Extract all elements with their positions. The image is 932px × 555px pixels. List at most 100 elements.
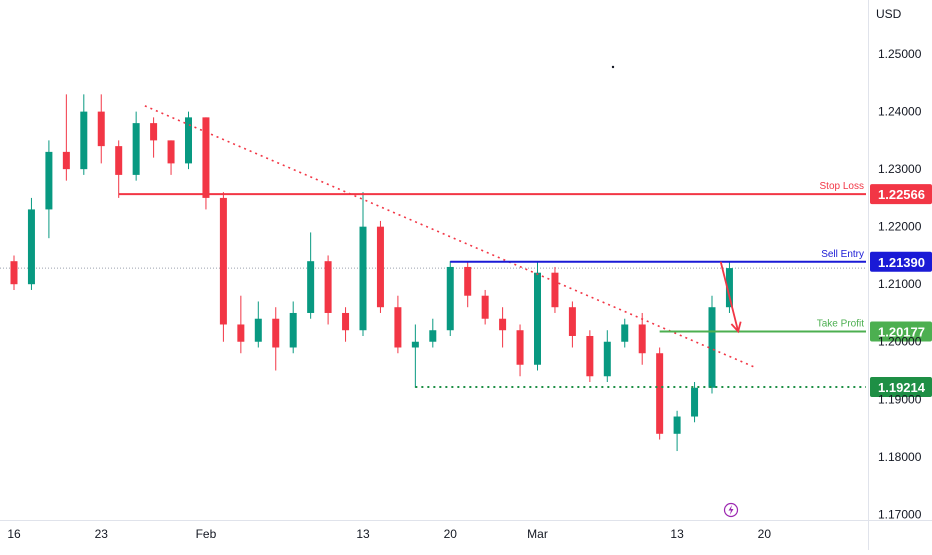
support-price-tag[interactable]: 1.19214 <box>870 376 932 397</box>
time-tick-label: 13 <box>670 527 684 541</box>
candle[interactable] <box>342 307 350 342</box>
candle-body <box>132 123 140 175</box>
candle-body <box>499 318 507 331</box>
candle[interactable] <box>446 261 454 336</box>
candle-body <box>272 318 280 348</box>
candle-body <box>45 151 53 210</box>
price-axis[interactable]: USD 1.25000 1.24000 1.23000 1.22000 1.21000 1… <box>876 7 922 521</box>
candle-body <box>638 324 646 354</box>
annotations-layer[interactable]: Stop Loss 1.22566 Sell Entry 1.21390 Take Pr… <box>118 105 932 397</box>
target-arrow-shaft <box>719 261 740 332</box>
price-tick-label: 1.19000 <box>878 392 922 406</box>
candle[interactable] <box>185 111 192 170</box>
lightning-bolt-glyph <box>728 505 734 515</box>
candle[interactable] <box>621 318 629 348</box>
price-tag-value: 1.21390 <box>878 255 925 270</box>
candle[interactable] <box>656 347 664 440</box>
candle-body <box>464 266 472 296</box>
time-tick-label: 20 <box>444 527 458 541</box>
candle[interactable] <box>429 318 437 348</box>
candle[interactable] <box>725 261 733 313</box>
candle[interactable] <box>464 261 472 308</box>
candle[interactable] <box>97 94 105 164</box>
candle[interactable] <box>603 330 611 383</box>
candle-body <box>97 111 105 147</box>
candle[interactable] <box>80 94 88 175</box>
take-profit-price-tag[interactable]: 1.20177 <box>870 321 932 342</box>
price-tick-label: 1.17000 <box>878 507 922 521</box>
candle[interactable] <box>62 94 70 181</box>
candle-body <box>656 353 664 434</box>
candle-body <box>394 307 402 348</box>
dotted-trendline[interactable] <box>144 105 756 369</box>
time-tick-label: 13 <box>356 527 370 541</box>
candle[interactable] <box>132 111 140 181</box>
currency-label: USD <box>876 7 902 21</box>
candle[interactable] <box>376 220 384 313</box>
candle-body <box>691 387 699 417</box>
candle-body <box>621 324 629 342</box>
candle[interactable] <box>45 140 53 239</box>
price-tag-value: 1.22566 <box>878 187 925 202</box>
time-tick-label: Feb <box>196 527 217 541</box>
candle[interactable] <box>115 140 123 198</box>
candle-body <box>429 330 437 342</box>
candle[interactable] <box>254 301 262 348</box>
candle-body <box>10 261 18 285</box>
candle[interactable] <box>551 266 559 313</box>
candle-body <box>237 324 245 342</box>
candle[interactable] <box>150 117 158 158</box>
candle[interactable] <box>167 140 175 175</box>
candle[interactable] <box>499 307 507 348</box>
price-tag-value: 1.20177 <box>878 325 925 340</box>
candle-body <box>586 335 594 377</box>
candle-body <box>603 341 611 377</box>
candle[interactable] <box>237 295 245 354</box>
candle-body <box>289 312 297 348</box>
candle[interactable] <box>272 307 280 371</box>
candle[interactable] <box>27 197 35 290</box>
candle-body <box>80 111 88 170</box>
price-tick-label: 1.25000 <box>878 47 922 61</box>
dot-marker <box>611 65 615 69</box>
candle-body <box>446 266 454 331</box>
candle-body <box>568 307 576 336</box>
candle-body <box>551 272 559 308</box>
candle[interactable] <box>586 330 594 383</box>
candle[interactable] <box>10 255 18 290</box>
candle[interactable] <box>411 324 419 388</box>
candle[interactable] <box>481 289 489 325</box>
candle[interactable] <box>568 301 576 348</box>
candle[interactable] <box>516 324 524 377</box>
sell-entry-label: Sell Entry <box>821 249 864 260</box>
candle[interactable] <box>673 410 681 452</box>
time-axis[interactable]: 16 23 Feb 13 20 Mar 13 20 <box>7 527 771 541</box>
candles-layer[interactable] <box>10 94 733 452</box>
candle[interactable] <box>691 382 699 423</box>
candle-body <box>185 117 192 164</box>
candle[interactable] <box>289 301 297 354</box>
candle-body <box>411 341 419 348</box>
candle[interactable] <box>638 312 646 365</box>
price-tag-value: 1.19214 <box>878 380 926 395</box>
price-tag-box <box>870 321 932 342</box>
time-tick-label: 20 <box>758 527 772 541</box>
candle-body <box>202 117 210 198</box>
stop-loss-price-tag[interactable]: 1.22566 <box>870 184 932 205</box>
candle-body <box>219 197 227 325</box>
candle[interactable] <box>708 295 716 394</box>
candle-body <box>534 272 541 365</box>
candle[interactable] <box>219 192 227 342</box>
candle[interactable] <box>394 295 402 354</box>
candle[interactable] <box>307 232 315 319</box>
candle[interactable] <box>324 255 332 325</box>
sell-entry-price-tag[interactable]: 1.21390 <box>870 251 932 272</box>
candle[interactable] <box>359 192 367 336</box>
candle-body <box>167 140 175 164</box>
event-marker[interactable] <box>723 502 739 518</box>
candle-body <box>516 330 524 365</box>
take-profit-label: Take Profit <box>817 319 864 330</box>
candle[interactable] <box>534 261 541 371</box>
